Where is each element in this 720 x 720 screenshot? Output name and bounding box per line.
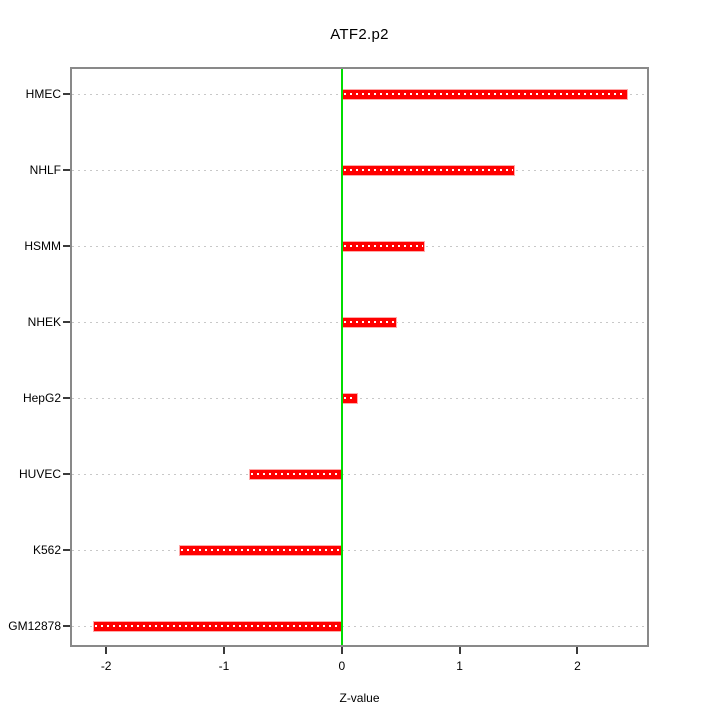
y-axis-tick — [63, 625, 70, 627]
bar-center-dots — [343, 93, 627, 95]
category-label-K562: K562 — [32, 543, 61, 557]
x-tick-label-1: 1 — [456, 659, 463, 673]
bar-HMEC — [341, 88, 629, 100]
grid-line — [72, 397, 647, 399]
x-axis-tick — [105, 647, 108, 654]
bar-GM12878 — [93, 620, 342, 632]
bar-HUVEC — [248, 468, 342, 480]
y-axis-tick — [63, 473, 70, 475]
category-label-HUVEC: HUVEC — [18, 467, 61, 481]
y-axis-tick — [63, 397, 70, 399]
x-tick-label--1: -1 — [218, 659, 230, 673]
x-axis-tick — [340, 647, 343, 654]
x-tick-label-2: 2 — [574, 659, 581, 673]
bar-NHLF — [341, 164, 516, 176]
category-label-NHLF: NHLF — [29, 163, 61, 177]
x-axis-tick — [458, 647, 461, 654]
y-axis-tick — [63, 93, 70, 95]
y-axis-tick — [63, 245, 70, 247]
x-axis-title: Z-value — [339, 691, 380, 705]
x-axis-tick — [222, 647, 225, 654]
plot-area — [70, 67, 649, 647]
bar-center-dots — [95, 625, 340, 627]
grid-line — [72, 625, 647, 627]
bar-center-dots — [343, 169, 514, 171]
y-axis-tick — [63, 169, 70, 171]
bar-center-dots — [343, 245, 424, 247]
bar-NHEK — [341, 316, 398, 328]
bar-center-dots — [181, 549, 340, 551]
category-label-HSMM: HSMM — [24, 239, 61, 253]
zero-reference-line — [340, 69, 343, 645]
grid-line — [72, 549, 647, 551]
category-label-NHEK: NHEK — [27, 315, 61, 329]
bar-K562 — [179, 544, 342, 556]
category-label-GM12878: GM12878 — [8, 619, 61, 633]
bar-center-dots — [343, 397, 357, 399]
x-tick-label--2: -2 — [100, 659, 112, 673]
bar-HepG2 — [341, 392, 359, 404]
y-axis-tick — [63, 549, 70, 551]
x-axis-tick — [576, 647, 579, 654]
category-label-HMEC: HMEC — [25, 87, 61, 101]
x-tick-label-0: 0 — [338, 659, 346, 673]
y-axis-tick — [63, 321, 70, 323]
bar-center-dots — [250, 473, 340, 475]
category-label-HepG2: HepG2 — [22, 391, 61, 405]
bar-center-dots — [343, 321, 396, 323]
chart-title: ATF2.p2 — [330, 26, 389, 43]
bar-HSMM — [341, 240, 426, 252]
grid-line — [72, 473, 647, 475]
